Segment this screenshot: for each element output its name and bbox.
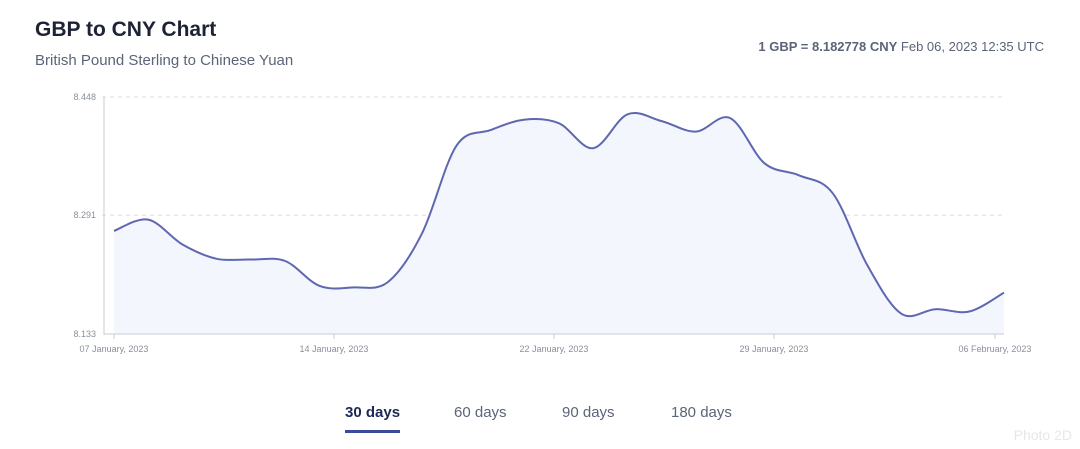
x-ticks: 07 January, 2023 14 January, 2023 22 Janua… (80, 334, 1032, 354)
watermark: Photo 2D (1013, 427, 1072, 443)
x-tick-label: 14 January, 2023 (300, 344, 369, 354)
area-fill (114, 113, 1004, 334)
tab-180-days[interactable]: 180 days (671, 404, 732, 421)
rate-timestamp: Feb 06, 2023 12:35 UTC (900, 39, 1044, 54)
rate-value: 1 GBP = 8.182778 CNY (758, 39, 898, 54)
page-subtitle: British Pound Sterling to Chinese Yuan (35, 52, 294, 69)
x-tick-label: 29 January, 2023 (740, 344, 809, 354)
current-rate: 1 GBP = 8.182778 CNY Feb 06, 2023 12:35 … (758, 39, 1044, 54)
y-ticks: 8.448 8.291 8.133 (73, 92, 96, 339)
tab-60-days[interactable]: 60 days (454, 404, 507, 421)
tab-90-days[interactable]: 90 days (562, 404, 615, 421)
range-tabs: 30 days 60 days 90 days 180 days (0, 404, 1080, 444)
y-tick-label: 8.448 (73, 92, 96, 102)
y-tick-label: 8.133 (73, 329, 96, 339)
tab-30-days[interactable]: 30 days (345, 404, 401, 433)
x-tick-label: 22 January, 2023 (520, 344, 589, 354)
x-tick-label: 07 January, 2023 (80, 344, 149, 354)
page-title: GBP to CNY Chart (35, 18, 217, 41)
x-tick-label: 06 February, 2023 (959, 344, 1032, 354)
series-line (113, 112, 1005, 318)
y-tick-label: 8.291 (73, 210, 96, 220)
exchange-rate-chart: 8.448 8.291 8.133 07 January, 2023 14 Janua… (73, 92, 1032, 354)
